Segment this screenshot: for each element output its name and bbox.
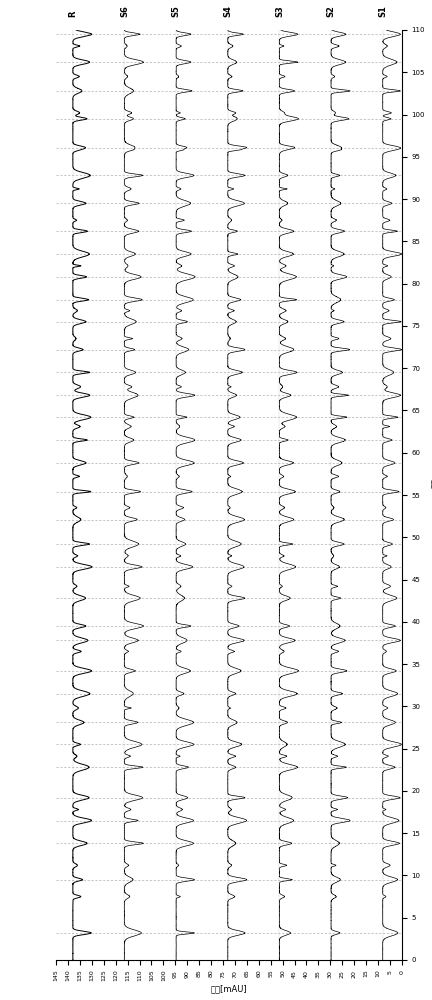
X-axis label: 파동[mAU]: 파동[mAU] (211, 984, 247, 993)
Text: S3: S3 (275, 6, 284, 17)
Text: S1: S1 (378, 5, 387, 17)
Text: S6: S6 (120, 5, 129, 17)
Text: R: R (68, 11, 77, 17)
Text: S5: S5 (172, 5, 181, 17)
Text: S2: S2 (327, 5, 336, 17)
Y-axis label: 시간[min]: 시간[min] (431, 479, 432, 511)
Text: S4: S4 (223, 5, 232, 17)
